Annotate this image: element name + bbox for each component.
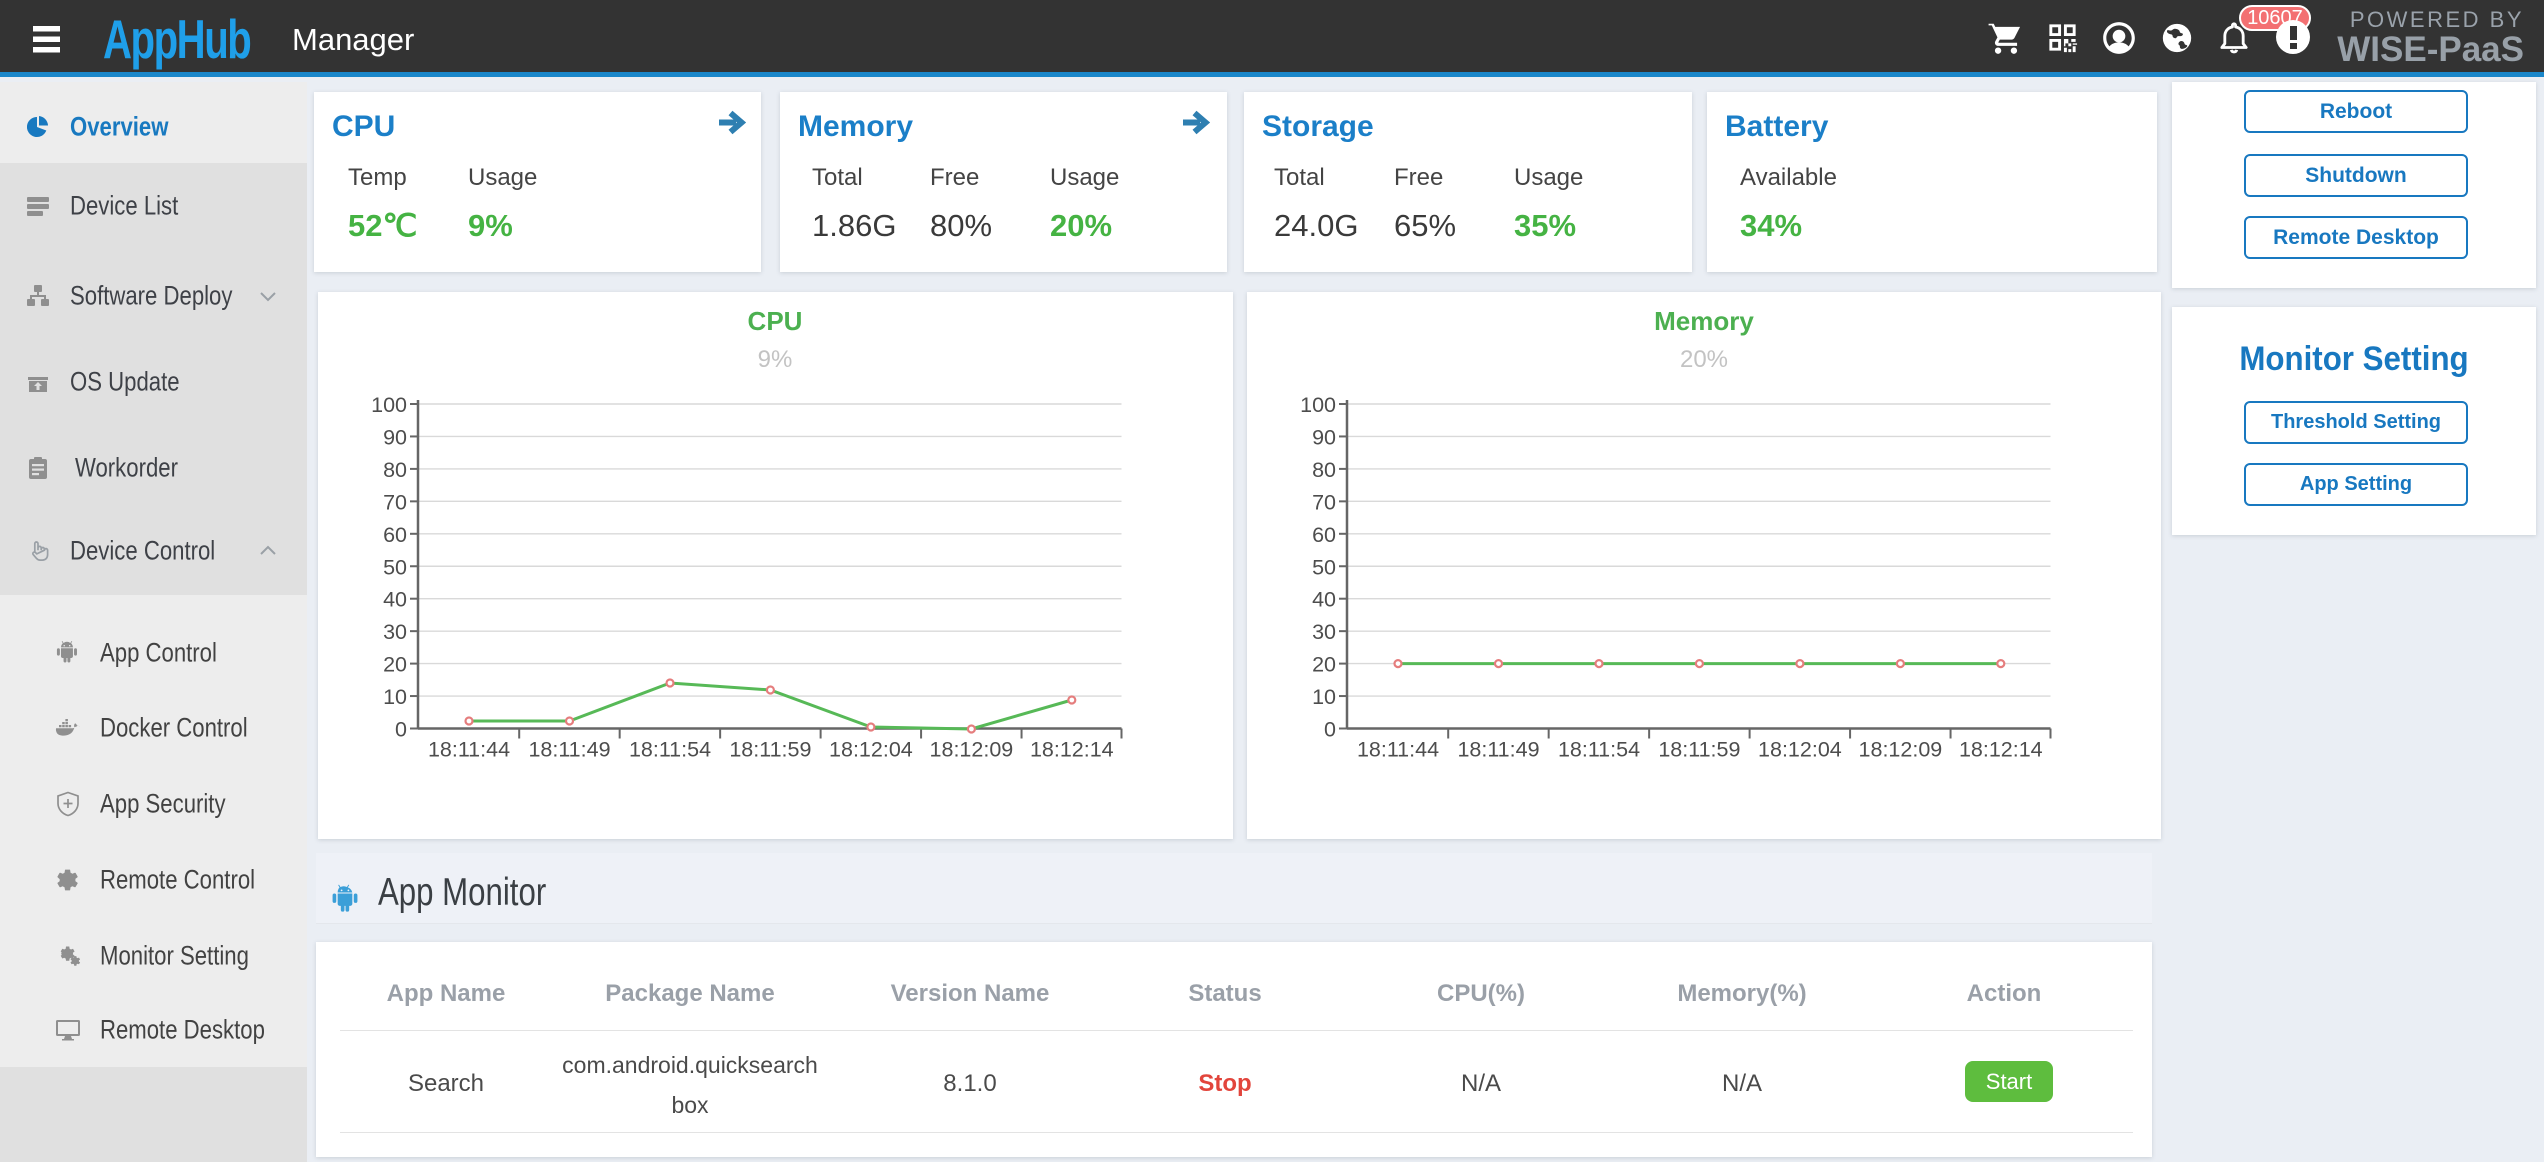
svg-text:18:11:49: 18:11:49: [1457, 738, 1539, 762]
svg-text:60: 60: [383, 523, 407, 547]
svg-text:0: 0: [1324, 718, 1336, 742]
svg-text:18:12:04: 18:12:04: [1758, 738, 1842, 762]
svg-text:18:12:04: 18:12:04: [829, 738, 913, 762]
svg-text:18:11:49: 18:11:49: [528, 738, 610, 762]
svg-text:90: 90: [383, 425, 407, 449]
svg-text:70: 70: [1312, 490, 1336, 514]
svg-text:0: 0: [395, 718, 407, 742]
svg-text:18:11:44: 18:11:44: [428, 738, 510, 762]
svg-text:100: 100: [1300, 393, 1336, 417]
svg-text:40: 40: [383, 588, 407, 612]
svg-text:18:11:59: 18:11:59: [729, 738, 811, 762]
svg-text:60: 60: [1312, 523, 1336, 547]
svg-text:50: 50: [1312, 555, 1336, 579]
svg-text:18:12:09: 18:12:09: [1859, 738, 1943, 762]
svg-text:18:12:14: 18:12:14: [1959, 738, 2043, 762]
svg-text:20: 20: [383, 653, 407, 677]
svg-text:18:11:44: 18:11:44: [1357, 738, 1439, 762]
svg-text:18:11:54: 18:11:54: [1558, 738, 1640, 762]
svg-text:18:11:59: 18:11:59: [1658, 738, 1740, 762]
svg-text:10: 10: [1312, 685, 1336, 709]
svg-text:50: 50: [383, 555, 407, 579]
svg-text:20%: 20%: [1680, 346, 1728, 373]
svg-text:70: 70: [383, 490, 407, 514]
svg-text:100: 100: [371, 393, 407, 417]
svg-text:80: 80: [383, 458, 407, 482]
svg-text:20: 20: [1312, 653, 1336, 677]
svg-text:30: 30: [1312, 620, 1336, 644]
svg-text:18:11:54: 18:11:54: [629, 738, 711, 762]
svg-text:80: 80: [1312, 458, 1336, 482]
svg-text:Memory: Memory: [1654, 306, 1754, 336]
svg-text:CPU: CPU: [748, 306, 803, 336]
svg-text:90: 90: [1312, 425, 1336, 449]
svg-text:10: 10: [383, 685, 407, 709]
svg-text:18:12:14: 18:12:14: [1030, 738, 1114, 762]
svg-text:40: 40: [1312, 588, 1336, 612]
svg-text:18:12:09: 18:12:09: [930, 738, 1014, 762]
svg-text:30: 30: [383, 620, 407, 644]
svg-text:9%: 9%: [758, 346, 793, 373]
